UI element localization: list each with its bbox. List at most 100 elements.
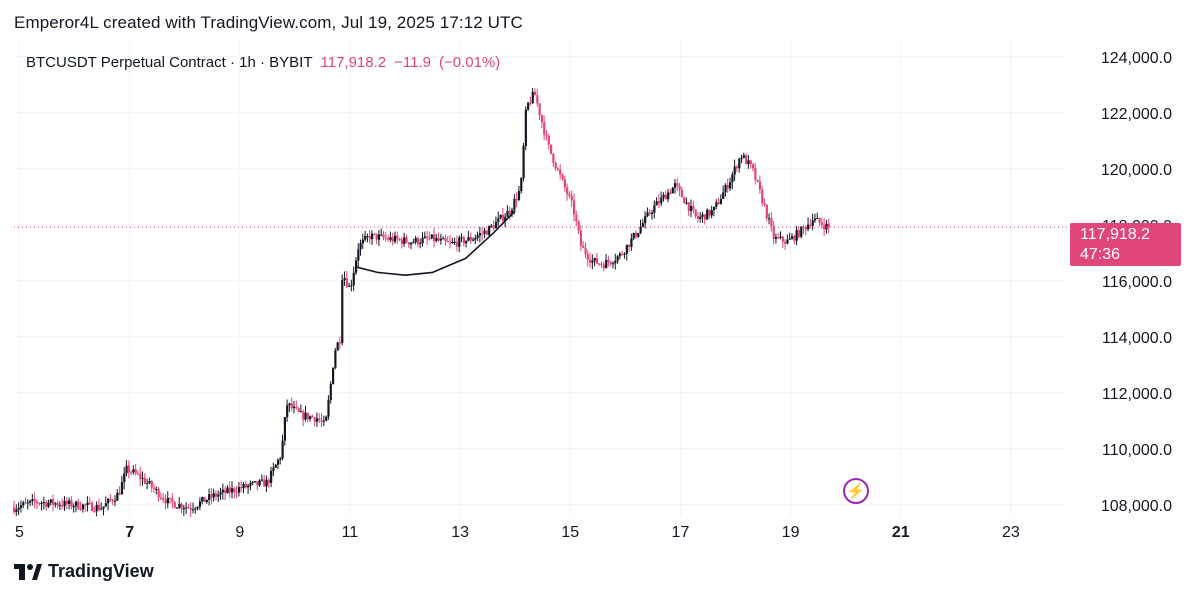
candle-body <box>256 481 259 486</box>
candle-body <box>694 209 697 217</box>
candle-body <box>678 185 681 190</box>
candle-body <box>228 487 231 493</box>
candle-body <box>320 420 323 422</box>
candle-body <box>72 506 75 508</box>
candle-body <box>570 195 573 201</box>
candle-body <box>572 200 576 215</box>
time-axis[interactable]: 5 7 9 11 13 15 17 19 21 23 <box>15 524 1020 541</box>
candle-body <box>396 235 399 240</box>
candle-body <box>304 412 307 420</box>
candle-body <box>437 238 440 241</box>
last-price-label: 117,918.2 47:36 <box>1070 223 1181 266</box>
candle-body <box>295 406 298 409</box>
candle-body <box>414 237 417 243</box>
candle-body <box>729 182 732 189</box>
candle-body <box>492 225 495 229</box>
candle-body <box>504 216 507 222</box>
candle-body <box>210 494 213 498</box>
candle-body <box>634 232 638 237</box>
candle-body <box>586 254 589 260</box>
candle-body <box>139 473 142 480</box>
candle-body <box>336 342 339 351</box>
candle-body <box>22 502 25 506</box>
candle-body <box>816 218 819 220</box>
legend-symbol[interactable]: BTCUSDT Perpetual Contract · 1h · BYBIT <box>26 54 313 71</box>
candle-body <box>754 168 757 180</box>
candle-body <box>398 239 401 241</box>
candle-body <box>276 459 280 465</box>
candle-body <box>556 168 560 170</box>
candle-body <box>54 503 57 505</box>
candle-body <box>224 489 227 494</box>
candle-body <box>286 405 289 418</box>
candle-body <box>497 218 500 222</box>
price-axis[interactable]: 108,000.0 110,000.0 112,000.0 114,000.0 116,… <box>1101 50 1172 515</box>
candle-body <box>272 467 275 471</box>
candle-body <box>375 233 378 240</box>
candle-body <box>614 260 617 264</box>
candle-body <box>653 205 656 213</box>
tradingview-logo[interactable]: TradingView <box>14 561 154 582</box>
candle-body <box>205 499 208 503</box>
candle-body <box>302 411 305 420</box>
time-tick-label: 23 <box>1002 524 1020 541</box>
candle-body <box>547 135 550 145</box>
candle-body <box>644 216 647 224</box>
candle-body <box>751 164 755 169</box>
candle-body <box>63 500 66 507</box>
lightning-bolt-icon[interactable]: ⚡ <box>843 478 869 504</box>
candle-body <box>292 406 296 409</box>
candle-body <box>47 502 50 507</box>
candle-body <box>818 218 821 223</box>
candle-body <box>618 253 622 257</box>
candle-body <box>40 503 43 505</box>
candle-body <box>371 233 374 240</box>
candle-body <box>327 399 330 417</box>
candle-body <box>667 192 670 200</box>
candle-body <box>650 212 654 214</box>
legend-change: −11.9 <box>394 54 431 71</box>
candle-body <box>104 503 107 507</box>
price-tick-label: 124,000.0 <box>1101 50 1172 67</box>
candle-body <box>455 241 459 247</box>
candle-body <box>249 482 252 486</box>
candle-body <box>784 241 787 244</box>
candle-body <box>660 197 663 204</box>
candle-body <box>517 191 521 200</box>
candle-body <box>13 507 16 513</box>
candle-body <box>290 403 293 409</box>
candle-body <box>662 194 665 198</box>
candle-body <box>673 183 677 188</box>
candle-body <box>171 498 174 503</box>
candle-body <box>742 155 745 158</box>
candle-body <box>315 418 319 422</box>
price-tick-label: 120,000.0 <box>1101 162 1172 179</box>
candle-body <box>15 509 18 513</box>
chart-attribution: Emperor4L created with TradingView.com, … <box>14 13 523 32</box>
candle-body <box>745 155 748 165</box>
candle-body <box>781 236 785 242</box>
candle-body <box>313 417 316 422</box>
candle-body <box>726 184 729 189</box>
candle-body <box>212 493 215 498</box>
candle-body <box>747 160 750 165</box>
candle-body <box>763 203 766 205</box>
candle-body <box>561 174 564 179</box>
time-tick-label: 11 <box>342 524 359 541</box>
candle-body <box>113 500 117 502</box>
candle-body <box>701 214 704 217</box>
candle-body <box>182 508 186 510</box>
candle-body <box>515 199 518 201</box>
candle-body <box>56 503 59 506</box>
candle-body <box>180 503 183 509</box>
candle-body <box>765 204 768 219</box>
candle-body <box>790 236 794 239</box>
candle-body <box>687 202 690 212</box>
candle-body <box>758 181 762 190</box>
candle-body <box>150 480 153 488</box>
candle-body <box>506 210 509 217</box>
candle-body <box>708 209 711 216</box>
candle-body <box>795 230 798 241</box>
candle-body <box>45 502 48 507</box>
